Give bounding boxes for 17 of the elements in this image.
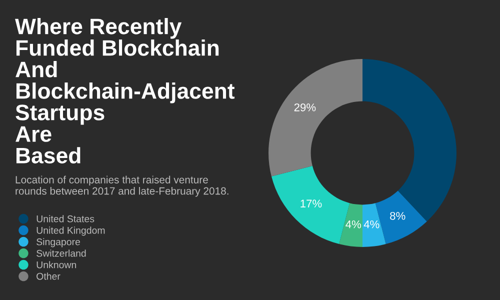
text: Location of companies that raised venture rounds between 2017 and late-February 2018. [16,176,228,197]
legend-label: United States [36,215,94,222]
data-label: 4% [346,220,362,228]
legend-label: Unknown [36,261,76,268]
donut-slice [362,203,386,247]
data-label: 4% [364,220,380,228]
donut-slice [339,203,362,247]
text: Where Recently Funded Blockchain And Blockchain-Adjacent Startups Are Based [15,18,235,164]
data-label: 8% [390,212,406,220]
legend-label: United Kingdom [36,226,105,236]
legend-label: Switzerland [36,250,86,257]
donut-slice [268,59,362,176]
legend-label: Singapore [36,238,80,248]
data-label: 29% [294,103,316,112]
legend-label: Other [36,272,60,280]
data-label: 17% [300,200,322,208]
donut-slice [362,59,456,222]
